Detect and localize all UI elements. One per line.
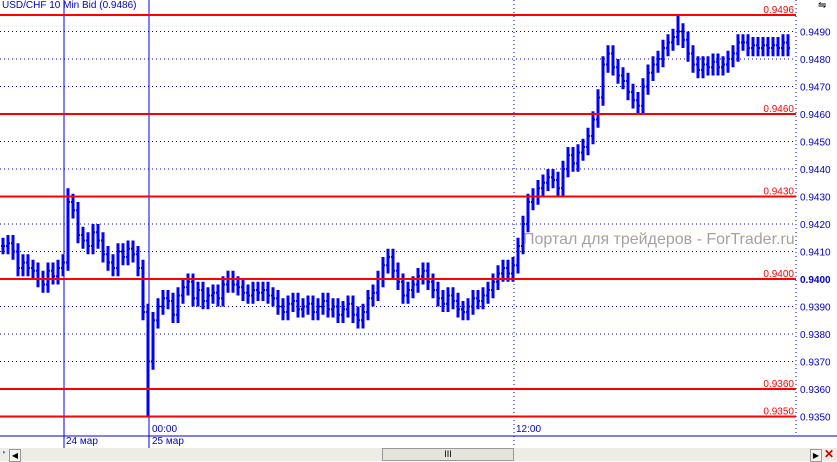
price-label: 0.9450: [800, 138, 831, 149]
watermark: Портал для трейдеров - ForTrader.ru: [523, 231, 795, 248]
price-label: 0.9480: [800, 55, 831, 66]
scroll-thumb[interactable]: III: [382, 448, 514, 461]
price-label: 0.9440: [800, 165, 831, 176]
chart-title: USD/CHF 10 Min Bid (0.9486): [2, 0, 137, 11]
level-label: 0.9350: [763, 407, 794, 418]
price-label: 0.9350: [800, 413, 831, 424]
scroll-right-button[interactable]: ▶: [810, 449, 822, 462]
price-label: 0.9380: [800, 330, 831, 341]
time-label: 12:00: [516, 424, 542, 435]
price-chart[interactable]: 0.9490 0.9480 0.9470 0.9460 0.9450 0.9440 0.94…: [0, 0, 837, 448]
price-label: 0.9490: [800, 28, 831, 39]
price-label: 0.9470: [800, 83, 831, 94]
price-label: 0.9390: [800, 303, 831, 314]
level-label: 0.9360: [763, 379, 794, 390]
zoom-arrows-icon[interactable]: ⇋: [818, 0, 827, 11]
time-label: 00:00: [152, 424, 178, 435]
scroll-left-button[interactable]: ◀: [9, 449, 21, 462]
horizontal-scrollbar[interactable]: ◔ ◀ III ▶ ✕: [0, 447, 837, 462]
date-label: 24 мар: [66, 436, 98, 447]
level-label: 0.9400: [763, 269, 794, 280]
level-label: 0.9496: [763, 5, 794, 16]
price-label: 0.9370: [800, 358, 831, 369]
price-label: 0.9420: [800, 220, 831, 231]
price-label: 0.9400: [800, 275, 831, 286]
app-logo-icon: ◔: [0, 448, 7, 459]
date-label: 25 мар: [152, 436, 184, 447]
close-icon[interactable]: ✕: [824, 447, 835, 461]
level-label: 0.9460: [763, 104, 794, 115]
price-label: 0.9430: [800, 193, 831, 204]
level-label: 0.9430: [763, 187, 794, 198]
price-label: 0.9460: [800, 110, 831, 121]
price-label: 0.9360: [800, 385, 831, 396]
price-label: 0.9410: [800, 248, 831, 259]
